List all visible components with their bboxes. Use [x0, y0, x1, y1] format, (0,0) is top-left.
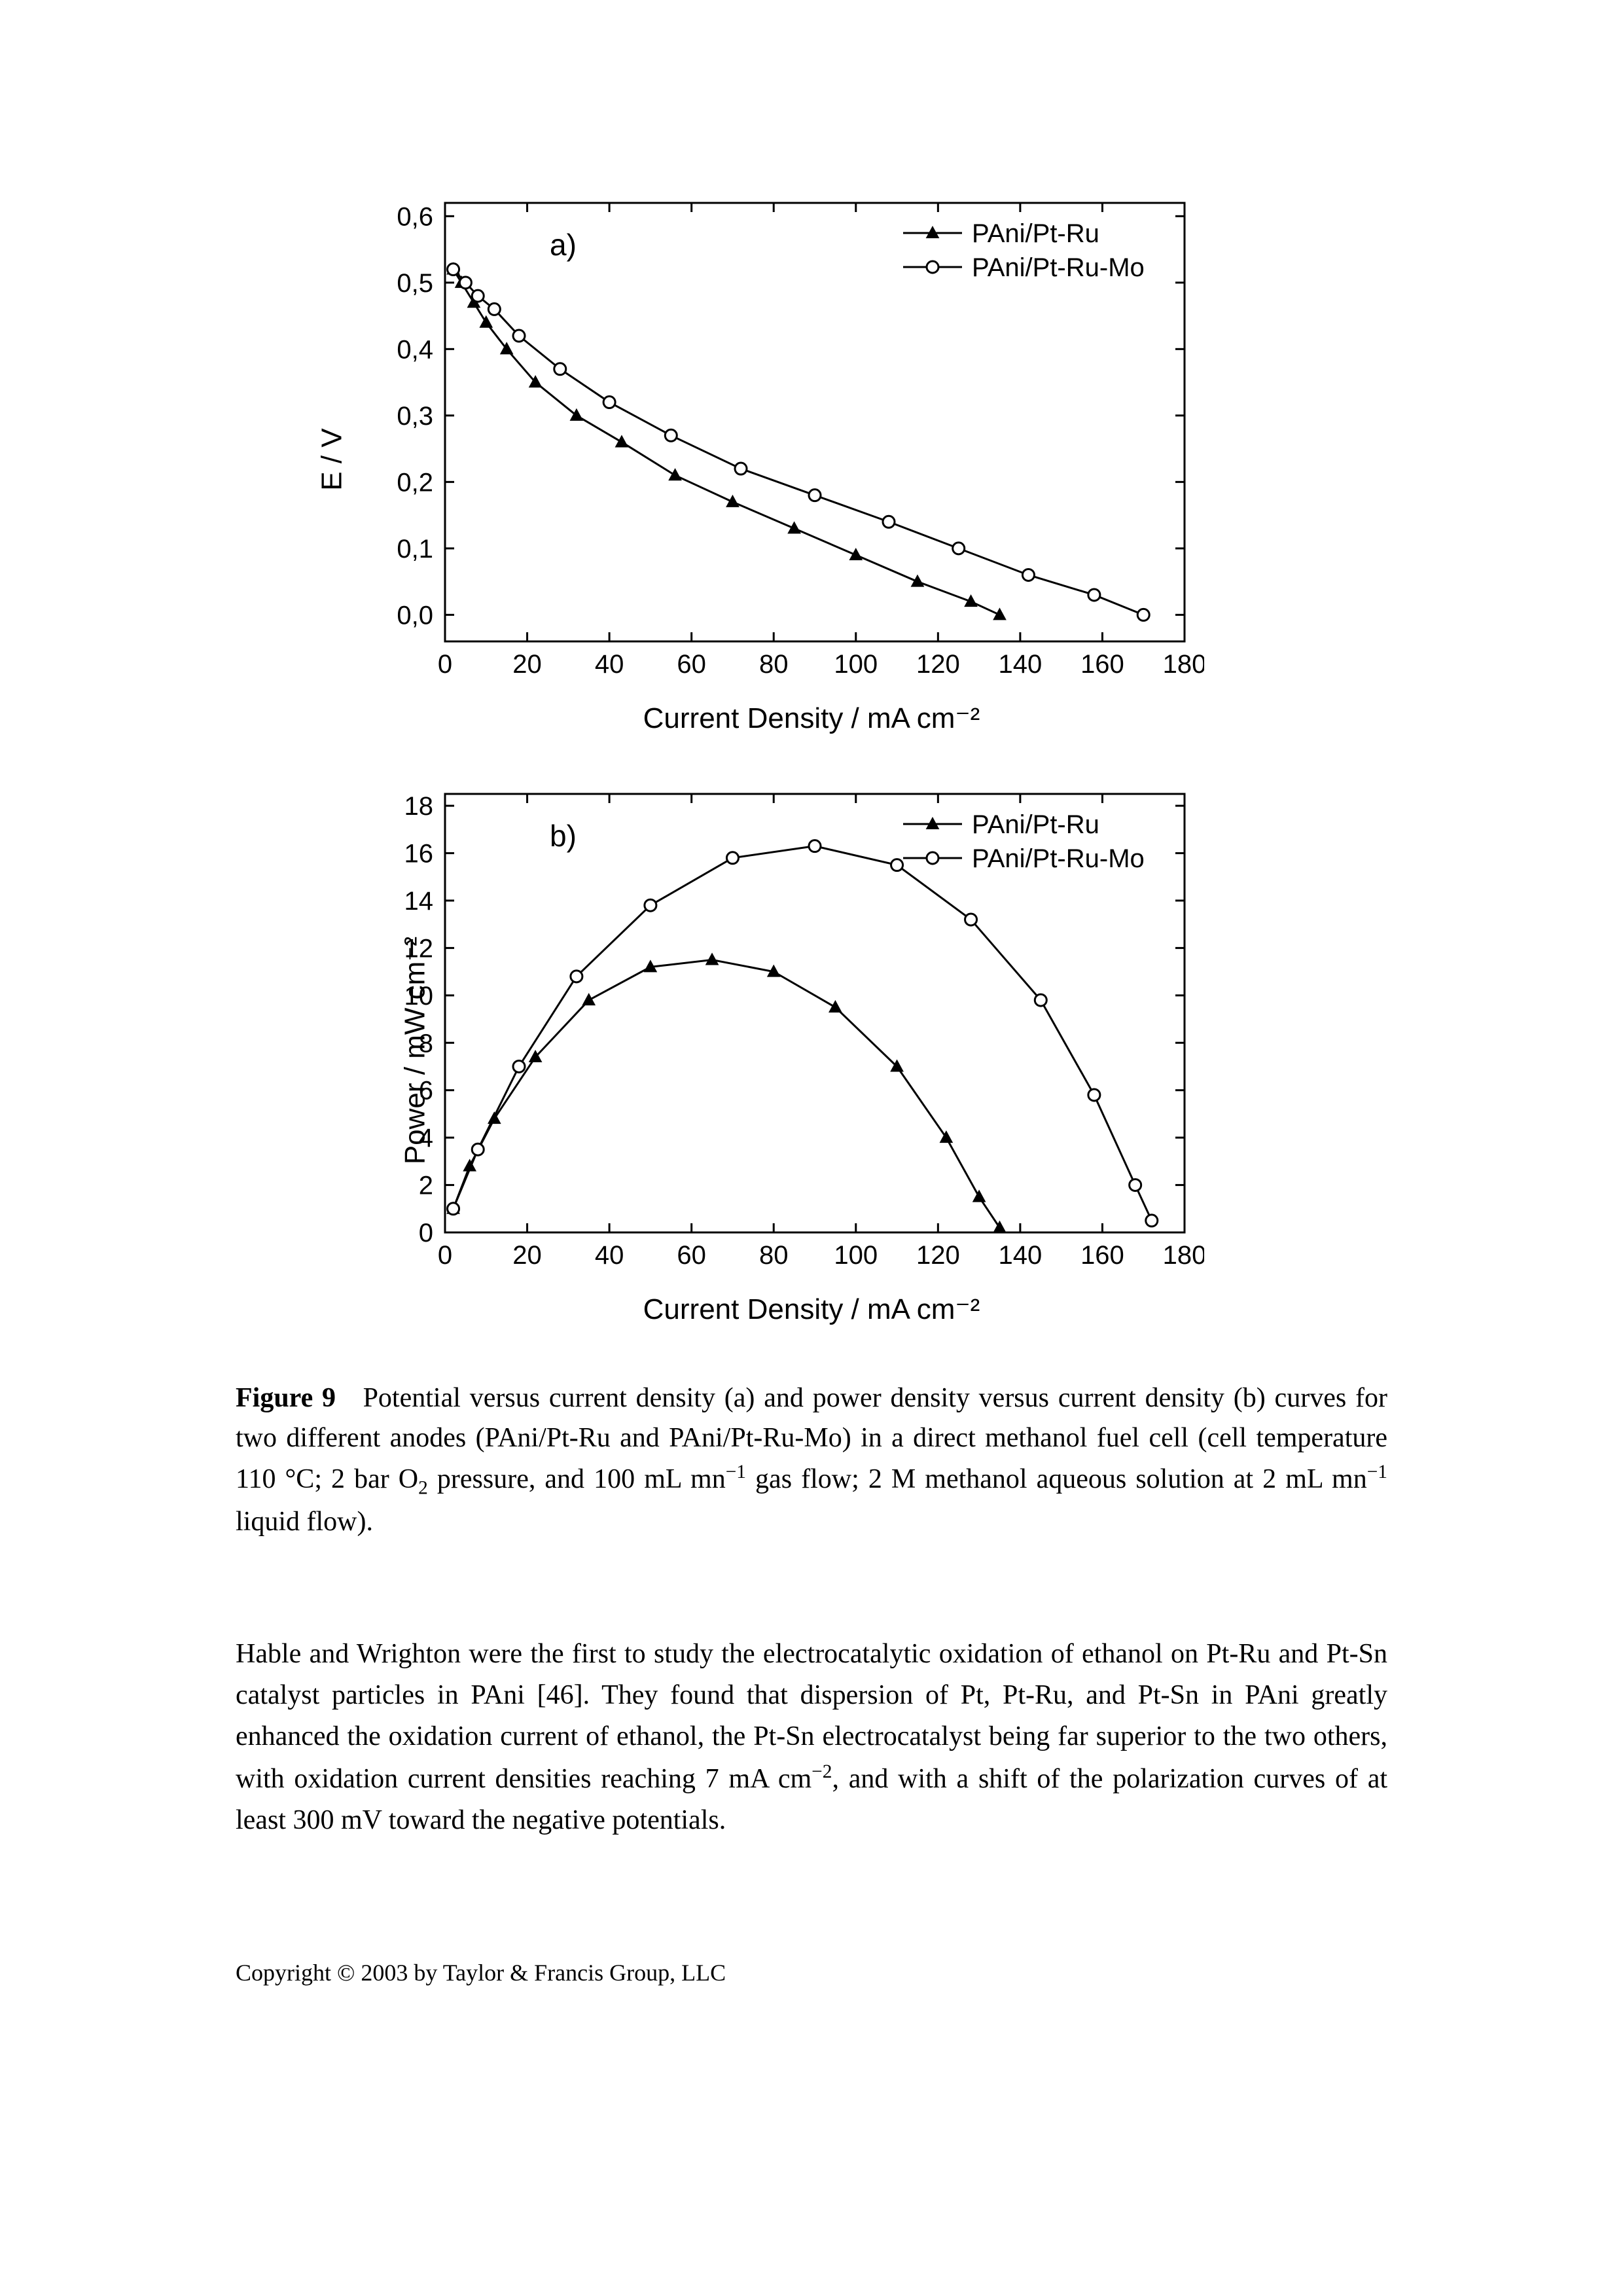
- caption-sup1: −1: [726, 1462, 746, 1482]
- body-sup1: −2: [812, 1761, 832, 1782]
- svg-text:0,0: 0,0: [397, 601, 433, 630]
- svg-text:160: 160: [1080, 1241, 1124, 1270]
- svg-text:2: 2: [419, 1172, 433, 1200]
- chart-b-svg: 020406080100120140160180024681012141618b…: [353, 774, 1204, 1285]
- svg-text:14: 14: [404, 887, 434, 916]
- svg-text:100: 100: [834, 1241, 878, 1270]
- svg-text:0: 0: [438, 1241, 452, 1270]
- caption-t3: liquid flow).: [236, 1507, 373, 1537]
- caption-t2: gas flow; 2 M methanol aqueous solution …: [746, 1464, 1367, 1494]
- svg-text:140: 140: [999, 1241, 1043, 1270]
- figure-caption: Figure 9 Potential versus current densit…: [236, 1378, 1387, 1542]
- svg-text:120: 120: [916, 650, 960, 679]
- svg-text:PAni/Pt-Ru-Mo: PAni/Pt-Ru-Mo: [972, 253, 1145, 282]
- svg-text:40: 40: [595, 650, 624, 679]
- caption-t1: pressure, and 100 mL mn: [428, 1464, 726, 1494]
- chart-a-wrap: E / V 0204060801001201401601800,00,10,20…: [353, 183, 1270, 735]
- svg-text:PAni/Pt-Ru: PAni/Pt-Ru: [972, 219, 1099, 248]
- svg-text:0,3: 0,3: [397, 402, 433, 431]
- svg-text:0: 0: [438, 650, 452, 679]
- svg-text:140: 140: [999, 650, 1043, 679]
- chart-b-wrap: Power / mW cm⁻² 020406080100120140160180…: [353, 774, 1270, 1326]
- svg-text:18: 18: [404, 792, 434, 821]
- chart-b-ylabel: Power / mW cm⁻²: [399, 936, 432, 1164]
- svg-text:20: 20: [512, 1241, 542, 1270]
- svg-text:180: 180: [1163, 1241, 1204, 1270]
- svg-text:PAni/Pt-Ru-Mo: PAni/Pt-Ru-Mo: [972, 844, 1145, 873]
- svg-text:a): a): [550, 228, 577, 262]
- svg-text:16: 16: [404, 840, 434, 869]
- caption-sub1: 2: [418, 1477, 428, 1498]
- svg-text:PAni/Pt-Ru: PAni/Pt-Ru: [972, 810, 1099, 839]
- svg-text:80: 80: [759, 1241, 789, 1270]
- caption-sup2: −1: [1367, 1462, 1387, 1482]
- svg-text:0,6: 0,6: [397, 202, 433, 231]
- svg-text:60: 60: [677, 650, 706, 679]
- svg-text:0,2: 0,2: [397, 468, 433, 497]
- svg-text:b): b): [550, 819, 577, 853]
- svg-text:160: 160: [1080, 650, 1124, 679]
- svg-text:120: 120: [916, 1241, 960, 1270]
- figure-area: E / V 0204060801001201401601800,00,10,20…: [353, 183, 1270, 1326]
- body-paragraph: Hable and Wrighton were the first to stu…: [236, 1634, 1387, 1841]
- svg-text:80: 80: [759, 650, 789, 679]
- svg-text:100: 100: [834, 650, 878, 679]
- svg-text:0: 0: [419, 1219, 433, 1247]
- svg-text:0,5: 0,5: [397, 269, 433, 298]
- caption-label: Figure 9: [236, 1383, 336, 1413]
- chart-b-xlabel: Current Density / mA cm⁻²: [353, 1293, 1270, 1326]
- svg-text:0,4: 0,4: [397, 335, 433, 364]
- chart-a-ylabel: E / V: [316, 428, 349, 490]
- copyright-line: Copyright © 2003 by Taylor & Francis Gro…: [236, 1959, 1387, 1986]
- chart-a-svg: 0 20 40 60 80 100 120 140 160 180 0,0 0,1 0,2 0,3 0,4 0…: [353, 183, 1204, 694]
- svg-text:20: 20: [512, 650, 542, 679]
- svg-text:180: 180: [1163, 650, 1204, 679]
- svg-text:60: 60: [677, 1241, 706, 1270]
- svg-text:0,1: 0,1: [397, 535, 433, 564]
- chart-a-xlabel: Current Density / mA cm⁻²: [353, 702, 1270, 735]
- svg-text:40: 40: [595, 1241, 624, 1270]
